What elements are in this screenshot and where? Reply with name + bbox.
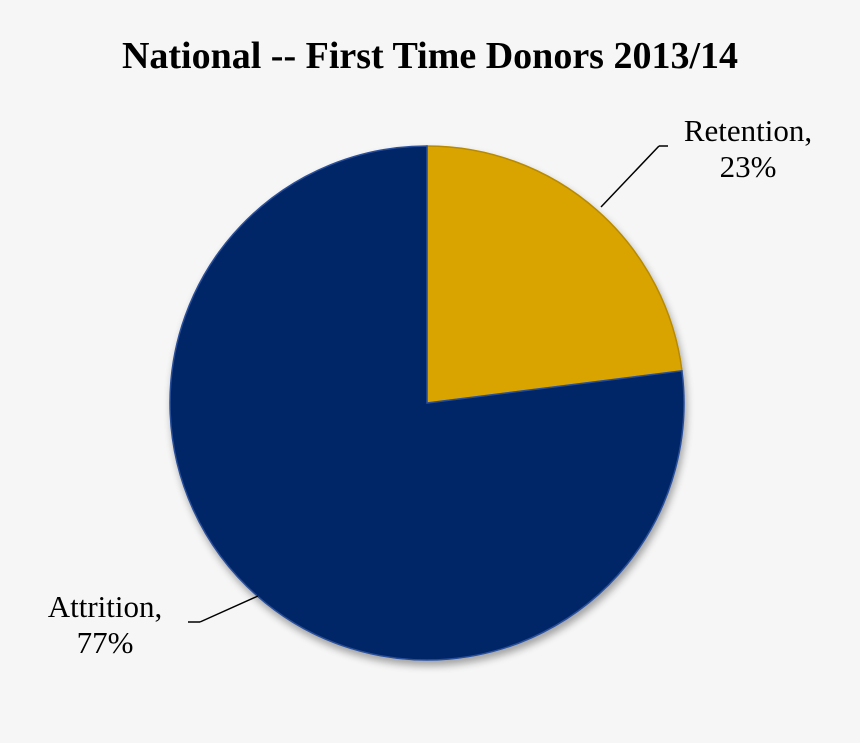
leader-line-retention [600, 145, 660, 208]
label-retention-name: Retention, [683, 113, 813, 148]
label-attrition-name: Attrition, [47, 589, 163, 624]
pie-slice-retention [426, 145, 683, 404]
label-attrition: Attrition, 77% [10, 589, 200, 661]
label-retention-value: 23% [719, 149, 777, 184]
label-attrition-value: 77% [76, 625, 134, 660]
leader-line-attrition [199, 595, 259, 623]
label-retention: Retention, 23% [648, 113, 848, 185]
chart-title: National -- First Time Donors 2013/14 [121, 35, 739, 77]
